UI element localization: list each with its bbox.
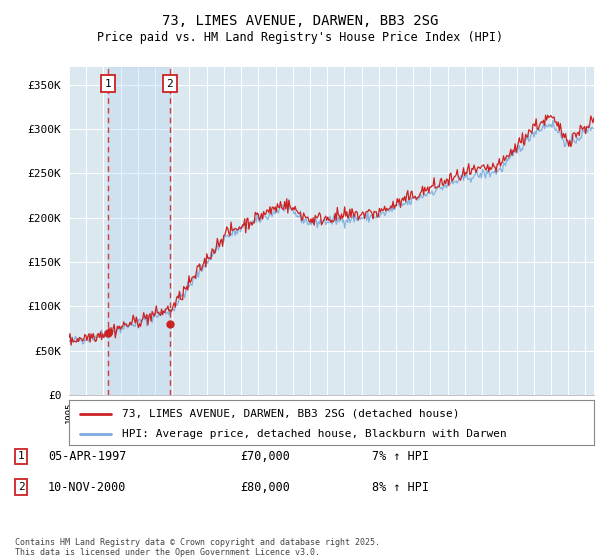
Text: 73, LIMES AVENUE, DARWEN, BB3 2SG: 73, LIMES AVENUE, DARWEN, BB3 2SG [162, 14, 438, 28]
Text: 10-NOV-2000: 10-NOV-2000 [48, 480, 127, 494]
Text: HPI: Average price, detached house, Blackburn with Darwen: HPI: Average price, detached house, Blac… [121, 429, 506, 439]
Text: 2: 2 [166, 78, 173, 88]
Text: 8% ↑ HPI: 8% ↑ HPI [372, 480, 429, 494]
Bar [108, 67, 170, 395]
Text: £80,000: £80,000 [240, 480, 290, 494]
Text: 1: 1 [104, 78, 112, 88]
Text: £70,000: £70,000 [240, 450, 290, 463]
Text: 1: 1 [17, 451, 25, 461]
Text: 05-APR-1997: 05-APR-1997 [48, 450, 127, 463]
Text: 73, LIMES AVENUE, DARWEN, BB3 2SG (detached house): 73, LIMES AVENUE, DARWEN, BB3 2SG (detac… [121, 409, 459, 419]
Text: 7% ↑ HPI: 7% ↑ HPI [372, 450, 429, 463]
Text: 2: 2 [17, 482, 25, 492]
Text: Contains HM Land Registry data © Crown copyright and database right 2025.
This d: Contains HM Land Registry data © Crown c… [15, 538, 380, 557]
Text: Price paid vs. HM Land Registry's House Price Index (HPI): Price paid vs. HM Land Registry's House … [97, 31, 503, 44]
